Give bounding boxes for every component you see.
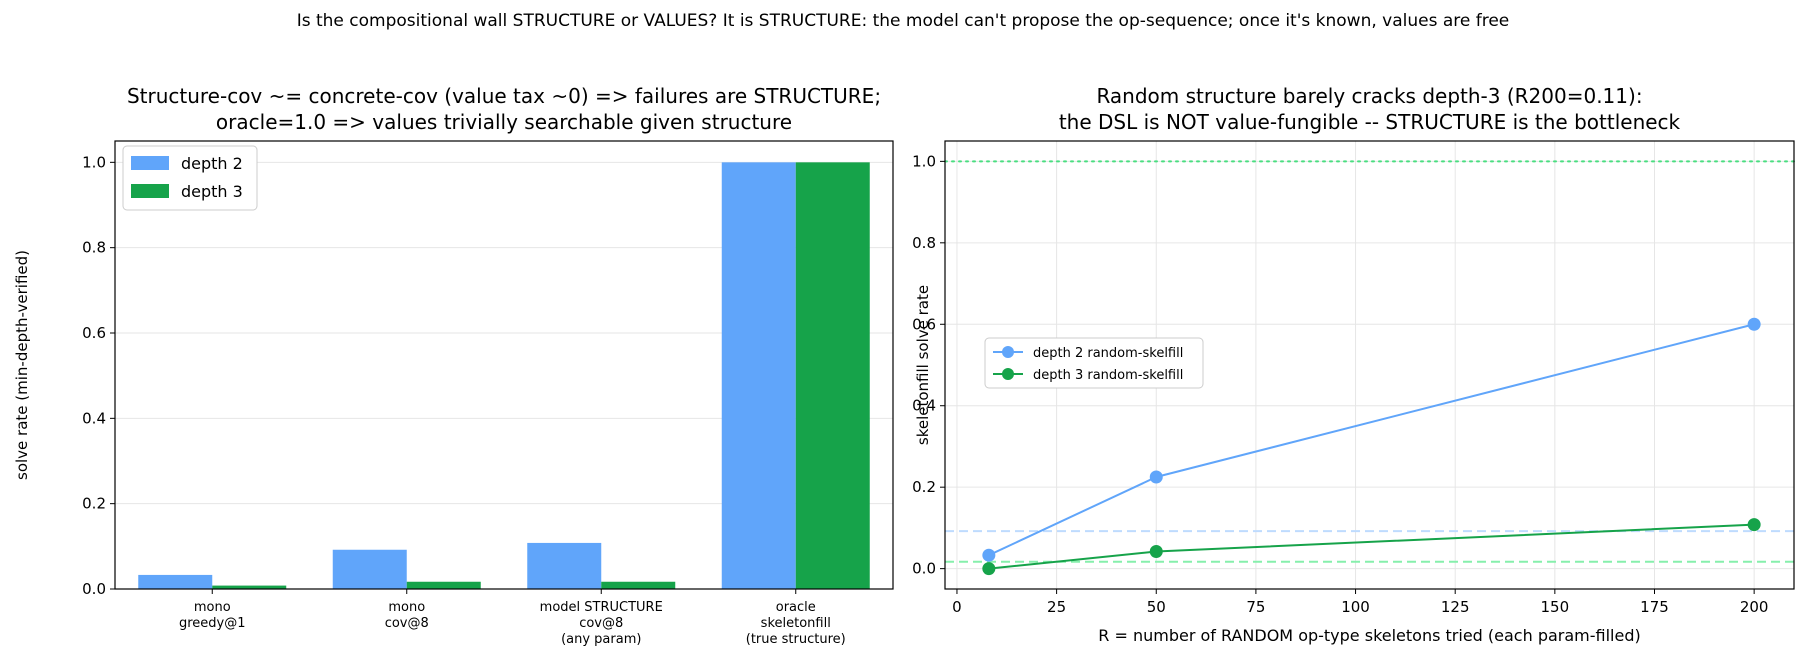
y-tick-label: 0.6 (82, 324, 106, 342)
data-point-depth2 (982, 548, 996, 562)
bar-depth2 (332, 549, 407, 589)
y-axis-label: skeletonfill solve rate (914, 285, 932, 445)
data-point-depth3 (982, 562, 996, 576)
y-axis-label: solve rate (min-depth-verified) (13, 250, 31, 480)
figure-suptitle: Is the compositional wall STRUCTURE or V… (297, 11, 1510, 31)
bar-depth3 (795, 162, 870, 590)
y-tick-label: 0.8 (82, 239, 106, 257)
data-point-depth2 (1747, 317, 1761, 331)
y-tick-label: 0.8 (912, 234, 936, 252)
legend-swatch (131, 156, 169, 170)
legend-label: depth 2 (181, 154, 243, 173)
y-tick-label: 0.0 (82, 580, 106, 598)
x-tick-label: 75 (1246, 598, 1265, 616)
legend-box (984, 337, 1204, 389)
x-tick-label: (any param) (561, 632, 641, 647)
y-tick-label: 0.6 (912, 315, 936, 333)
legend-label: depth 2 random-skelfill (1033, 346, 1183, 361)
bar-depth3 (212, 585, 287, 589)
plot-frame (114, 140, 894, 590)
x-tick-label: model STRUCTURE (540, 600, 663, 615)
y-tick-label: 0.4 (912, 397, 936, 415)
legend-label: depth 3 random-skelfill (1033, 368, 1183, 383)
y-tick-label: 0.2 (912, 478, 936, 496)
data-point-depth3 (1747, 518, 1761, 532)
y-tick-label: 1.0 (82, 153, 106, 171)
x-tick-label: (true structure) (746, 632, 846, 647)
legend-marker (1002, 346, 1014, 358)
x-tick-label: greedy@1 (179, 616, 246, 631)
x-tick-label: oracle (776, 600, 816, 615)
y-tick-label: 0.4 (82, 409, 106, 427)
x-tick-label: 200 (1740, 598, 1769, 616)
data-point-depth3 (1149, 545, 1163, 559)
y-tick-label: 1.0 (912, 152, 936, 170)
chart-title: Random structure barely cracks depth-3 (… (1096, 84, 1642, 108)
x-tick-label: cov@8 (579, 616, 623, 631)
y-tick-label: 0.0 (912, 560, 936, 578)
x-axis-label: R = number of RANDOM op-type skeletons t… (1098, 626, 1640, 645)
data-point-depth2 (1149, 470, 1163, 484)
legend-swatch (131, 184, 169, 198)
x-tick-label: 25 (1047, 598, 1066, 616)
right-line-chart: 0 25 50 75 100 125 150 175 200 0.0 0.2 0.4 0.6 0.8 1.0… (912, 84, 1795, 645)
chart-title: Structure-cov ~= concrete-cov (value tax… (127, 84, 881, 108)
legend-marker (1002, 368, 1014, 380)
x-tick-label: 125 (1441, 598, 1470, 616)
x-tick-label: 100 (1341, 598, 1370, 616)
bar-depth2 (138, 574, 213, 589)
x-tick-label: cov@8 (385, 616, 429, 631)
legend-label: depth 3 (181, 182, 243, 201)
x-tick-label: 175 (1640, 598, 1669, 616)
y-tick-label: 0.2 (82, 495, 106, 513)
chart-title: the DSL is NOT value-fungible -- STRUCTU… (1059, 110, 1681, 134)
x-tick-label: 50 (1147, 598, 1166, 616)
x-tick-label: skeletonfill (761, 616, 831, 631)
bar-depth3 (601, 581, 676, 589)
x-tick-label: 150 (1541, 598, 1570, 616)
bar-depth2 (721, 162, 796, 590)
x-tick-label: 0 (952, 598, 962, 616)
bar-depth2 (527, 542, 602, 589)
plot-frame (944, 140, 1795, 590)
chart-title: oracle=1.0 => values trivially searchabl… (216, 110, 792, 134)
bar-depth3 (406, 581, 481, 589)
x-tick-label: mono (388, 600, 425, 615)
x-tick-label: mono (194, 600, 231, 615)
